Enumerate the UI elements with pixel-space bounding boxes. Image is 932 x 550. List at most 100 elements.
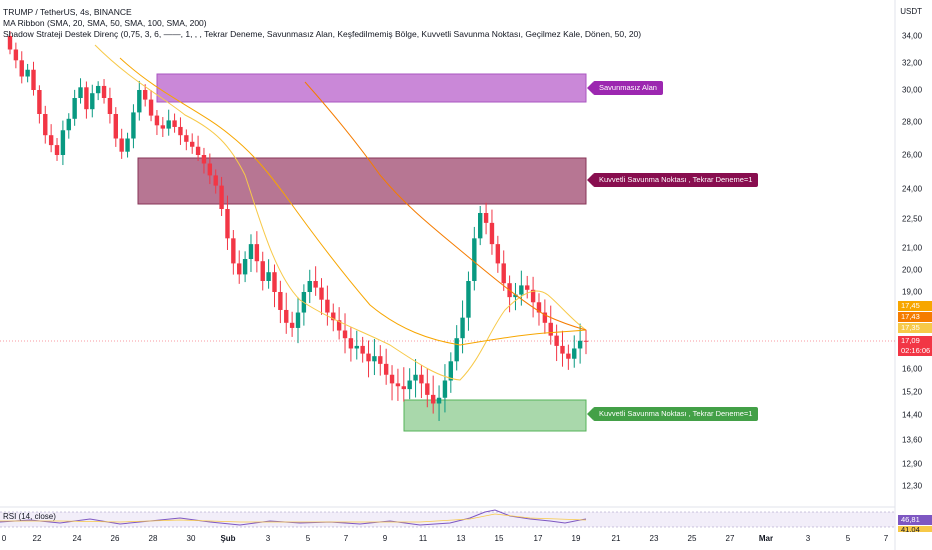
candle-body [366, 353, 371, 362]
candle-body [254, 244, 260, 262]
candle-body [160, 125, 166, 129]
candle-body [125, 138, 130, 152]
candle-body [207, 163, 213, 176]
candle-body [389, 374, 395, 384]
time-axis-label: 15 [494, 534, 504, 543]
candle-body [336, 320, 342, 331]
legend-ma-ribbon[interactable]: MA Ribbon (SMA, 20, SMA, 50, SMA, 100, S… [3, 18, 207, 28]
candle-body [383, 363, 389, 375]
candle-body [248, 244, 254, 259]
time-axis-label: 28 [148, 534, 158, 543]
currency-label[interactable]: USDT [900, 7, 922, 16]
time-axis-label: 21 [611, 534, 621, 543]
candle-body [225, 209, 230, 239]
candle-body [142, 90, 148, 100]
price-axis-label: 34,00 [902, 31, 923, 41]
price-axis-label: 15,20 [902, 387, 923, 397]
price-tag: 17,09 [898, 336, 932, 346]
zone-label-kuvvetli-lower: Kuvvetli Savunma Noktası , Tekrar Deneme… [586, 407, 759, 421]
price-axis-label: 30,00 [902, 85, 923, 95]
time-axis-label: 26 [110, 534, 120, 543]
candle-body [107, 98, 113, 114]
candle-body [348, 338, 354, 349]
time-axis-label: 7 [883, 534, 889, 543]
candle-body [37, 90, 42, 114]
price-tag: 17,35 [898, 323, 932, 333]
price-axis-label: 20,00 [902, 265, 923, 275]
candle-body [542, 312, 548, 323]
candle-body [519, 285, 524, 295]
candle-body [378, 356, 383, 364]
candle-body [483, 213, 489, 223]
candle-body [307, 281, 312, 292]
time-axis-label: 11 [418, 534, 428, 543]
candle-body [219, 185, 224, 209]
candle-body [278, 292, 283, 310]
candle-body [572, 348, 577, 359]
candle-body [284, 309, 289, 323]
time-axis-label: Mar [758, 534, 774, 543]
candle-body [372, 356, 377, 362]
candle-body [90, 93, 95, 110]
time-axis-label: 27 [725, 534, 735, 543]
price-axis-label: 32,00 [902, 58, 923, 68]
candle-body [231, 238, 236, 264]
price-axis-label: 14,40 [902, 410, 923, 420]
candle-body [95, 85, 101, 94]
candle-body [342, 330, 348, 339]
candle-body [13, 49, 19, 61]
candle-body [260, 261, 265, 281]
candle-body [43, 114, 48, 136]
candle-body [178, 126, 183, 136]
ma-50-line [119, 57, 587, 346]
candle-body [430, 394, 436, 404]
zone-label-savunmasiz: Savunmasız Alan [587, 81, 663, 95]
candle-body [266, 272, 271, 281]
candle-body [489, 222, 495, 245]
legend-shadow-strategy[interactable]: Shadow Strateji Destek Direnç (0,75, 3, … [3, 29, 642, 39]
time-axis-label: 3 [805, 534, 811, 543]
candle-body [25, 69, 30, 77]
candle-body [530, 289, 536, 303]
price-tag: 17,43 [898, 312, 932, 322]
candle-body [413, 374, 418, 381]
legend-symbol: TRUMP / TetherUS, 4s, BINANCE [3, 7, 132, 17]
price-axis-label: 28,00 [902, 117, 923, 127]
rsi-line [0, 509, 587, 526]
candle-body [313, 281, 318, 288]
candle-body [360, 345, 365, 354]
candle-body [583, 340, 589, 342]
candle-body [472, 238, 477, 281]
candle-body [448, 361, 454, 381]
candle-body [184, 135, 189, 142]
rsi-indicator-label[interactable]: RSI (14, close) [3, 512, 56, 521]
price-axis-label: 22,50 [902, 214, 923, 224]
time-axis-label: 3 [265, 534, 271, 543]
zone-savunmasiz-alan [156, 73, 587, 103]
price-axis-label: 19,00 [902, 287, 923, 297]
time-axis-label: 17 [533, 534, 543, 543]
candle-body [460, 317, 465, 339]
candle-body [213, 175, 218, 186]
time-axis-label: 30 [186, 534, 196, 543]
zone-kuvvetli-savunma-upper [137, 157, 587, 205]
candle-body [395, 383, 401, 387]
candle-body [101, 85, 107, 98]
candle-body [119, 138, 124, 152]
price-axis-label: 21,00 [902, 243, 923, 253]
candle-body [237, 263, 242, 275]
time-axis-label: 0 [1, 534, 7, 543]
price-tag: 02:16:06 [898, 346, 932, 356]
candle-body [295, 312, 301, 328]
candle-body [48, 135, 54, 146]
candle-body [131, 112, 136, 139]
candle-body [501, 263, 506, 284]
rsi-band [0, 512, 895, 527]
candle-body [78, 87, 83, 98]
time-axis-label: 5 [845, 534, 851, 543]
candle-body [60, 130, 66, 155]
time-axis-label: 13 [456, 534, 466, 543]
candle-body [495, 244, 501, 264]
price-tag: 17,45 [898, 301, 932, 311]
